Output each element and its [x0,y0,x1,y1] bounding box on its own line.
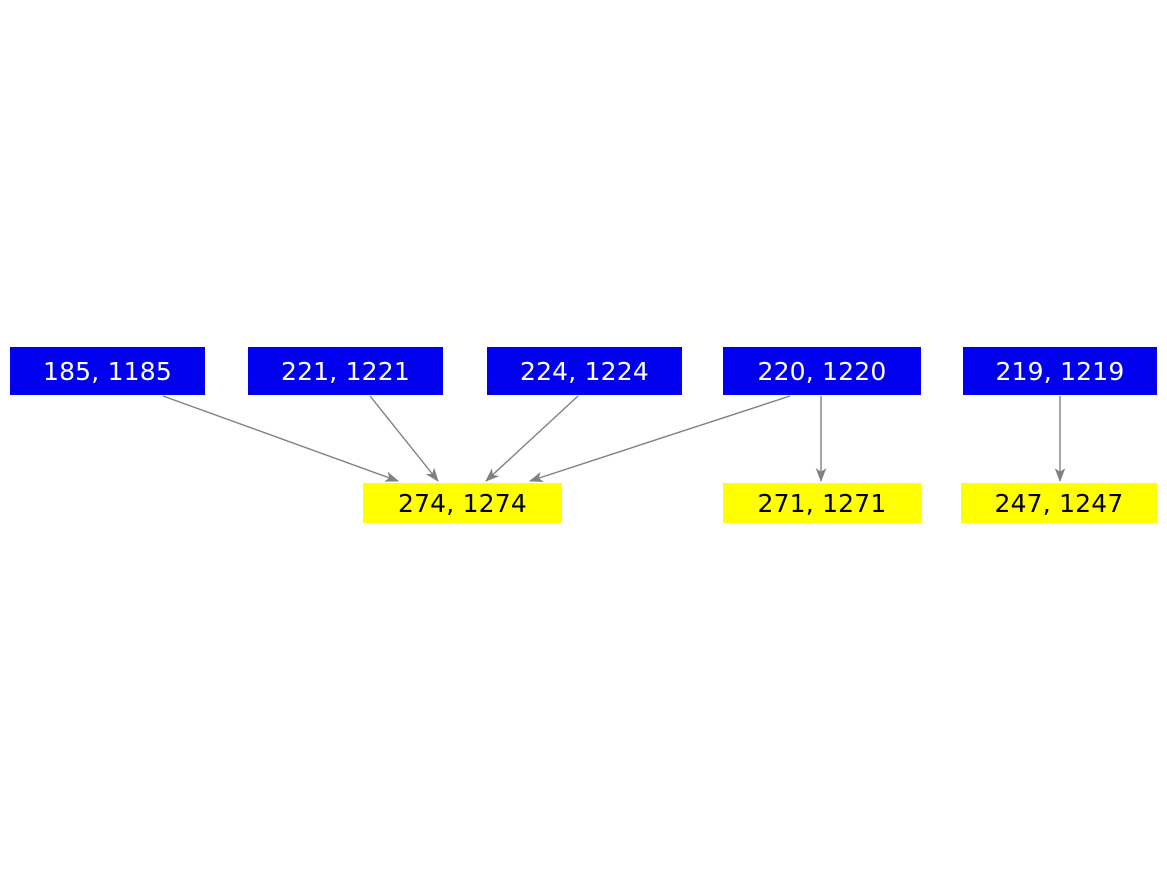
node-label: 221, 1221 [280,356,411,386]
node-label: 271, 1271 [757,488,887,518]
node-n185[interactable]: 185, 1185 [10,347,205,395]
node-n271[interactable]: 271, 1271 [723,483,921,523]
edge-n224-to-n274 [485,395,579,482]
node-label: 219, 1219 [995,356,1125,386]
node-n247[interactable]: 247, 1247 [961,483,1157,523]
edge-n185-to-n274 [162,395,400,482]
node-label: 220, 1220 [757,356,887,386]
node-label: 224, 1224 [519,356,650,386]
node-label: 274, 1274 [397,488,528,518]
node-n221[interactable]: 221, 1221 [248,347,443,395]
edge-n221-to-n274 [369,395,439,482]
node-n219[interactable]: 219, 1219 [963,347,1157,395]
node-label: 185, 1185 [42,356,173,386]
edges-group [162,395,1066,483]
node-label: 247, 1247 [994,488,1124,518]
node-n274[interactable]: 274, 1274 [363,483,562,523]
edge-n220-to-n274 [528,395,791,483]
node-n224[interactable]: 224, 1224 [487,347,682,395]
node-n220[interactable]: 220, 1220 [723,347,921,395]
